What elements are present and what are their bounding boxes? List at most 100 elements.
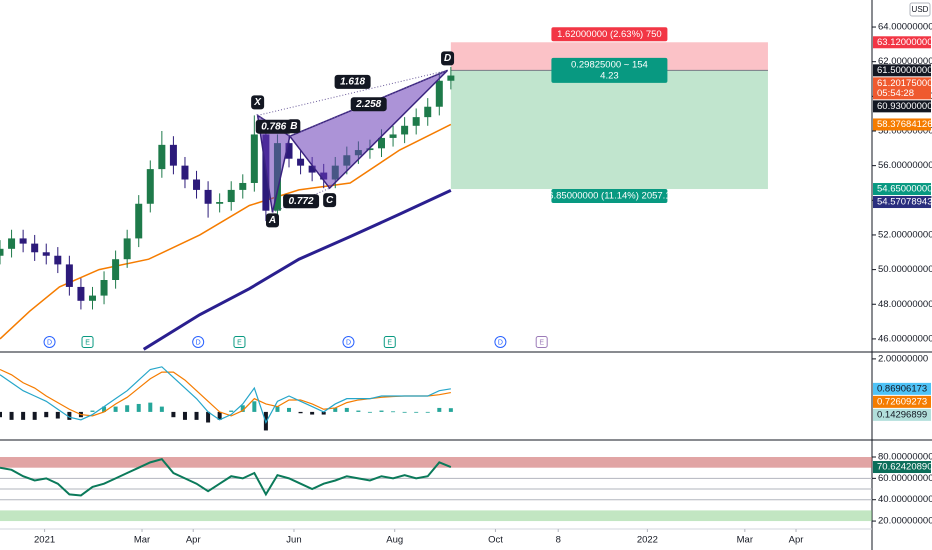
candle-body <box>88 295 96 301</box>
event-marker <box>494 336 507 348</box>
macd-histogram-bar <box>182 411 187 420</box>
event-marker <box>81 336 94 348</box>
macd-histogram-bar <box>298 411 303 414</box>
rsi-band <box>0 457 872 468</box>
pattern-label-box <box>266 213 279 228</box>
macd-histogram-bar <box>148 402 153 412</box>
price-tag-label: 60.93000000 <box>877 101 932 112</box>
event-marker <box>192 336 205 348</box>
position-label: 1.62000000 (2.63%) 750 <box>557 29 662 40</box>
price-tag <box>873 100 931 113</box>
macd-histogram-bar <box>414 411 419 413</box>
event-label: E <box>539 339 544 346</box>
price-tag <box>873 77 931 100</box>
macd-histogram-bar <box>344 407 349 412</box>
candle-body <box>135 203 143 239</box>
candle-body <box>412 117 420 126</box>
position-label: 0.29825000 ~ 154 <box>571 59 648 70</box>
y-tick-label: 2.00000000 <box>878 353 928 364</box>
pattern-label-box <box>283 194 320 209</box>
candle-body <box>100 280 108 296</box>
y-tick-label: 56.00000000 <box>878 160 932 171</box>
price-tag-label: 58.37684126 <box>877 119 932 130</box>
pattern-label: B <box>290 121 297 132</box>
target-zone <box>450 70 768 190</box>
macd-histogram-bar <box>333 407 338 412</box>
price-tag <box>873 64 931 77</box>
event-marker <box>342 336 355 348</box>
candle-body <box>216 202 224 204</box>
pattern-label-box <box>334 74 371 89</box>
macd-histogram-bar <box>240 405 245 412</box>
x-tick-label: Mar <box>737 535 753 546</box>
x-tick-label: Apr <box>789 535 804 546</box>
candle-body <box>239 182 247 190</box>
macd-histogram-bar <box>367 411 372 413</box>
macd-histogram-bar <box>217 411 222 420</box>
pattern-dotted-line <box>272 187 330 213</box>
y-tick-label: 20.00000000 <box>878 516 932 527</box>
price-tag <box>873 408 931 421</box>
macd-histogram-bar <box>0 411 2 418</box>
candle-body <box>169 144 177 166</box>
event-marker <box>233 336 246 348</box>
candle-body <box>0 248 4 256</box>
macd-histogram-bar <box>44 411 49 418</box>
price-tag <box>873 382 931 395</box>
price-tag <box>873 36 931 49</box>
macd-histogram-bar <box>391 411 396 413</box>
event-label: D <box>196 339 201 346</box>
price-tag-label: 61.50000000 <box>877 65 932 76</box>
y-tick-label: 50.00000000 <box>878 264 932 275</box>
macd-histogram-bar <box>321 411 326 415</box>
event-label: D <box>346 339 351 346</box>
candle-body <box>297 158 305 166</box>
y-tick-label: 80.00000000 <box>878 452 932 463</box>
macd-histogram-bar <box>159 406 164 412</box>
candle-body <box>54 255 62 265</box>
candle-body <box>77 286 85 301</box>
moving-average <box>0 123 452 340</box>
y-tick-label: 60.00000000 <box>878 473 932 484</box>
event-label: E <box>387 339 392 346</box>
price-tag <box>873 395 931 408</box>
pattern-label: A <box>268 215 276 226</box>
candle-body <box>308 165 316 173</box>
price-tag-label: 0.14296899 <box>877 409 927 420</box>
rsi-band <box>0 510 872 522</box>
candle-body <box>389 134 397 138</box>
event-label: D <box>498 339 503 346</box>
price-tag-label: 54.65000000 <box>877 184 932 195</box>
pattern-label-box <box>350 97 387 112</box>
event-marker <box>535 336 548 348</box>
macd-histogram-bar <box>102 406 107 412</box>
event-label: E <box>85 339 90 346</box>
candle-body <box>250 134 258 183</box>
macd-histogram-bar <box>206 411 211 423</box>
macd-histogram-bar <box>448 408 453 412</box>
price-tag <box>873 118 931 131</box>
pattern-label-box <box>255 119 292 134</box>
pattern-label: 1.618 <box>340 77 365 88</box>
event-marker <box>383 336 396 348</box>
currency-box <box>909 2 931 17</box>
x-tick-label: Apr <box>186 535 201 546</box>
candle-body <box>19 238 27 244</box>
macd-line <box>0 366 451 425</box>
pattern-label: 0.772 <box>289 196 314 207</box>
candle-body <box>424 106 432 118</box>
pattern-label: 2.258 <box>355 99 381 110</box>
candle-body <box>123 238 131 260</box>
price-tag-label: 63.12000000 <box>877 37 932 48</box>
price-tag-label: 70.62420890 <box>877 462 932 473</box>
y-tick-label: 48.00000000 <box>878 299 932 310</box>
pattern-label-box <box>287 119 301 134</box>
macd-histogram-bar <box>402 411 407 413</box>
y-tick-label: 62.00000000 <box>878 56 932 67</box>
price-tag-sublabel: 05:54:28 <box>877 88 914 99</box>
position-label: 4.23 <box>600 70 619 81</box>
macd-histogram-bar <box>32 411 37 420</box>
candle-body <box>401 125 409 135</box>
candle-body <box>8 238 16 249</box>
